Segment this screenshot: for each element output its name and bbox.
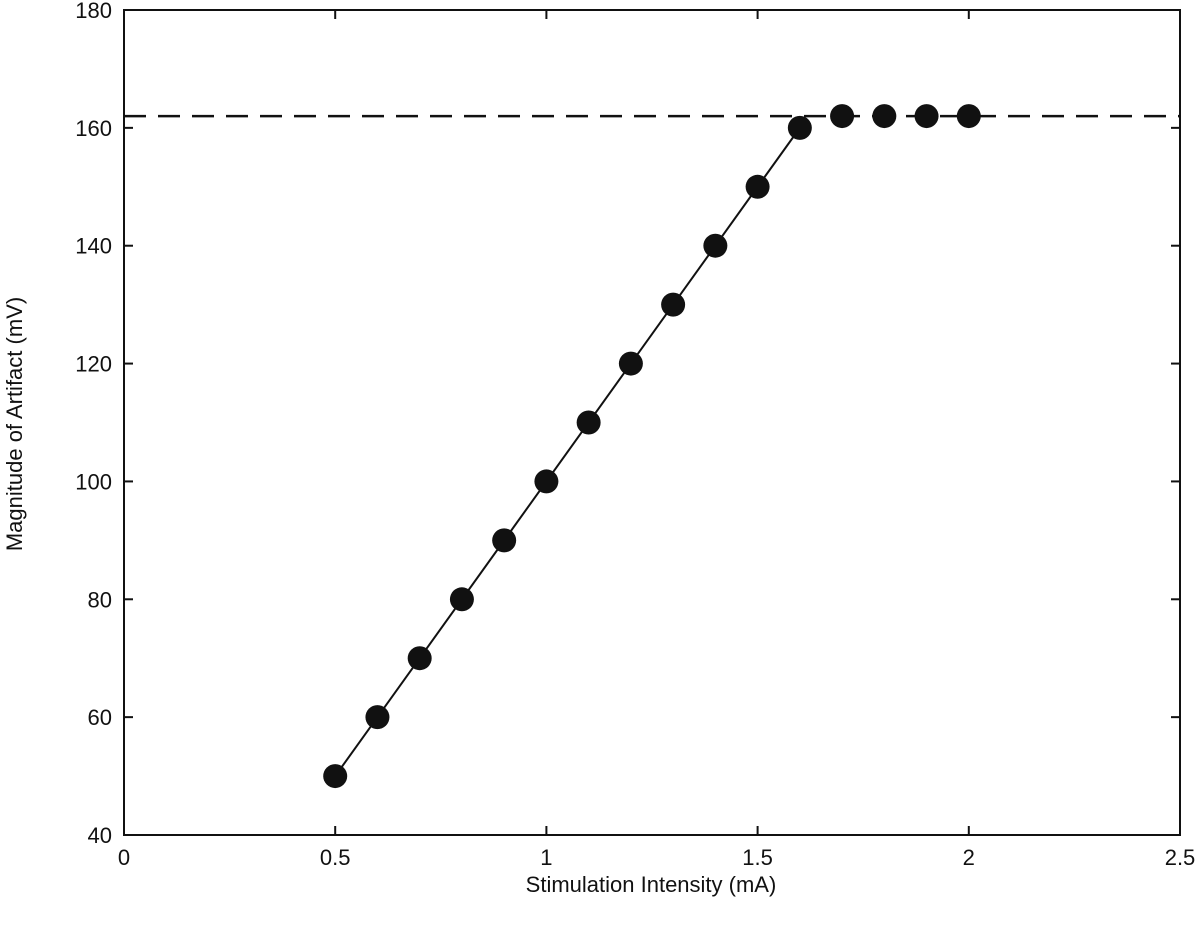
x-tick-label: 2 — [963, 845, 975, 870]
data-point — [745, 174, 770, 199]
data-point — [914, 104, 939, 129]
plot-frame — [123, 9, 1181, 836]
data-point — [787, 115, 812, 140]
data-point — [618, 351, 643, 376]
x-tick-label: 1 — [540, 845, 552, 870]
axes: 0 0.5 1 1.5 2 2.5 40 60 80 100 120 140 160 180 — [75, 0, 1195, 870]
x-axis-label: Stimulation Intensity (mA) — [526, 872, 777, 897]
data-point — [492, 528, 517, 553]
data-point — [703, 233, 728, 258]
y-tick-label: 180 — [75, 0, 112, 23]
y-tick-label: 80 — [88, 587, 112, 612]
data-point — [956, 104, 981, 129]
y-tick-label: 60 — [88, 705, 112, 730]
y-tick-label: 40 — [88, 823, 112, 848]
x-tick-label: 0 — [118, 845, 130, 870]
fit-line — [334, 127, 801, 777]
data-point — [661, 292, 686, 317]
data-point — [576, 410, 601, 435]
data-point — [872, 104, 897, 129]
data-point — [323, 764, 348, 789]
y-axis-label: Magnitude of Artifact (mV) — [2, 297, 27, 551]
x-tick-label: 1.5 — [742, 845, 773, 870]
plot-area — [124, 104, 1180, 789]
x-tick-label: 2.5 — [1165, 845, 1196, 870]
y-tick-label: 160 — [75, 116, 112, 141]
data-point — [407, 646, 432, 671]
x-tick-label: 0.5 — [320, 845, 351, 870]
data-point — [365, 705, 390, 730]
y-tick-label: 140 — [75, 234, 112, 259]
data-point — [830, 104, 855, 129]
data-point — [534, 469, 559, 494]
y-tick-label: 100 — [75, 469, 112, 494]
data-point — [449, 587, 474, 612]
y-tick-label: 120 — [75, 352, 112, 377]
